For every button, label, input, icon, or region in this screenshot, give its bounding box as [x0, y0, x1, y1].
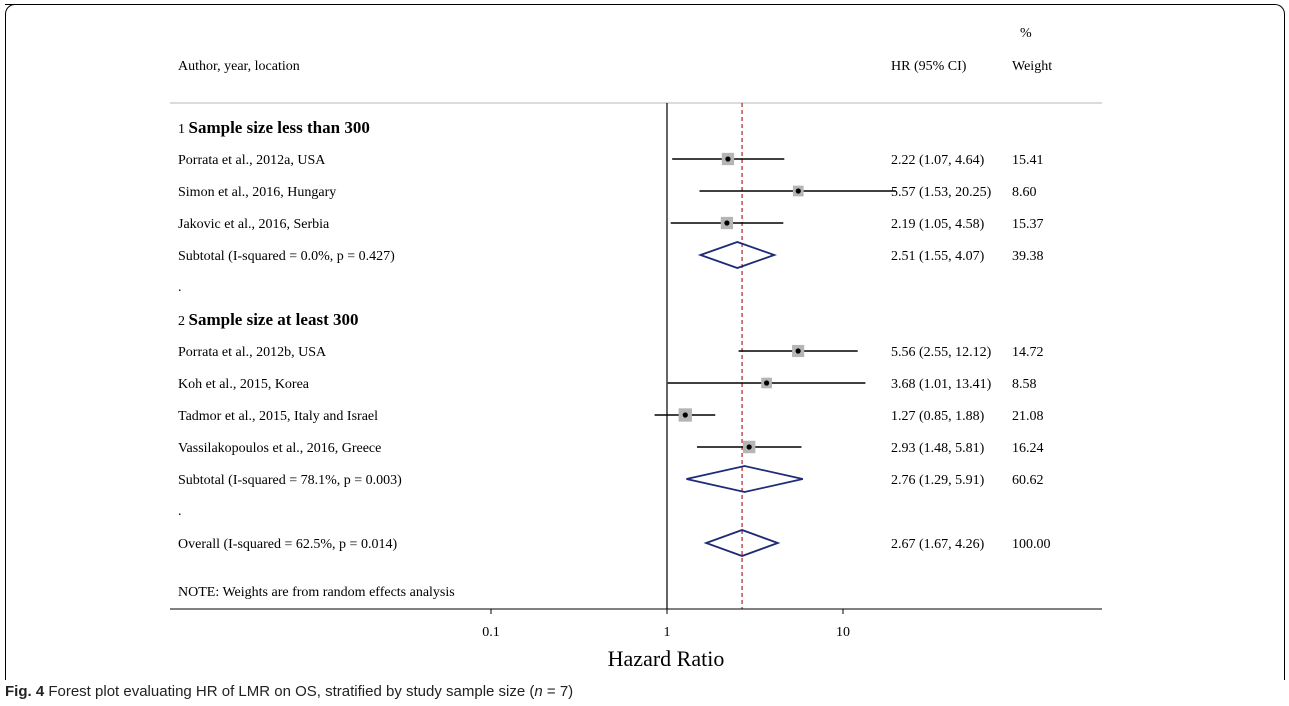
study-label: Simon et al., 2016, Hungary — [178, 185, 336, 200]
weight-value: 100.00 — [1012, 537, 1051, 552]
header-weight: Weight — [1012, 59, 1052, 74]
spacer-dot: . — [178, 280, 182, 295]
x-axis-label: Hazard Ratio — [608, 646, 725, 671]
study-label: Jakovic et al., 2016, Serbia — [178, 217, 330, 232]
hr-ci-value: 2.19 (1.05, 4.58) — [891, 217, 985, 232]
study-label: Tadmor et al., 2015, Italy and Israel — [178, 409, 378, 424]
weight-value: 16.24 — [1012, 441, 1044, 456]
group-heading: 2 Sample size at least 300 — [178, 310, 358, 329]
weight-value: 14.72 — [1012, 345, 1044, 360]
subtotal-diamond — [697, 241, 778, 269]
point-estimate — [725, 156, 731, 162]
spacer-dot: . — [178, 504, 182, 519]
figure-frame — [5, 4, 1285, 680]
hr-ci-value: 2.51 (1.55, 4.07) — [891, 249, 985, 264]
hr-ci-value: 5.56 (2.55, 12.12) — [891, 345, 992, 360]
hr-ci-value: 2.93 (1.48, 5.81) — [891, 441, 985, 456]
overall-label: Overall (I-squared = 62.5%, p = 0.014) — [178, 537, 397, 552]
weight-value: 21.08 — [1012, 409, 1044, 424]
subtotal-label: Subtotal (I-squared = 0.0%, p = 0.427) — [178, 249, 395, 264]
weight-value: 60.62 — [1012, 473, 1044, 488]
study-label: Koh et al., 2015, Korea — [178, 377, 310, 392]
x-tick-label: 1 — [664, 625, 671, 640]
point-estimate — [682, 412, 688, 418]
hr-ci-value: 2.76 (1.29, 5.91) — [891, 473, 985, 488]
point-estimate — [763, 380, 770, 386]
caption-n-variable: n — [534, 683, 543, 700]
hr-ci-value: 1.27 (0.85, 1.88) — [891, 409, 985, 424]
hr-ci-value: 5.57 (1.53, 20.25) — [891, 185, 992, 200]
point-estimate — [795, 348, 801, 354]
hr-ci-value: 2.22 (1.07, 4.64) — [891, 153, 985, 168]
x-tick-label: 10 — [836, 625, 850, 640]
header-weight-percent: % — [1020, 26, 1032, 41]
study-label: Porrata et al., 2012b, USA — [178, 345, 327, 360]
figure-caption: Fig. 4 Forest plot evaluating HR of LMR … — [5, 683, 573, 700]
weight-value: 8.60 — [1012, 185, 1037, 200]
weight-value: 39.38 — [1012, 249, 1044, 264]
caption-label: Fig. 4 — [5, 683, 45, 700]
caption-text: Forest plot evaluating HR of LMR on OS, … — [44, 683, 535, 700]
weight-value: 15.37 — [1012, 217, 1044, 232]
caption-n-value: = 7) — [542, 683, 574, 700]
study-label: Vassilakopoulos et al., 2016, Greece — [178, 441, 381, 456]
header-hr: HR (95% CI) — [891, 59, 967, 74]
point-estimate — [795, 188, 801, 194]
note-text: NOTE: Weights are from random effects an… — [178, 585, 455, 600]
subtotal-diamond — [686, 465, 803, 493]
x-tick-label: 0.1 — [482, 625, 500, 640]
overall-diamond — [703, 529, 781, 557]
weight-value: 15.41 — [1012, 153, 1044, 168]
hr-ci-value: 2.67 (1.67, 4.26) — [891, 537, 985, 552]
point-estimate — [746, 444, 752, 450]
subtotal-label: Subtotal (I-squared = 78.1%, p = 0.003) — [178, 473, 402, 488]
point-estimate — [724, 220, 730, 226]
hr-ci-value: 3.68 (1.01, 13.41) — [891, 377, 992, 392]
study-label: Porrata et al., 2012a, USA — [178, 153, 326, 168]
weight-value: 8.58 — [1012, 377, 1037, 392]
group-heading: 1 Sample size less than 300 — [178, 118, 370, 137]
header-study: Author, year, location — [178, 59, 300, 74]
